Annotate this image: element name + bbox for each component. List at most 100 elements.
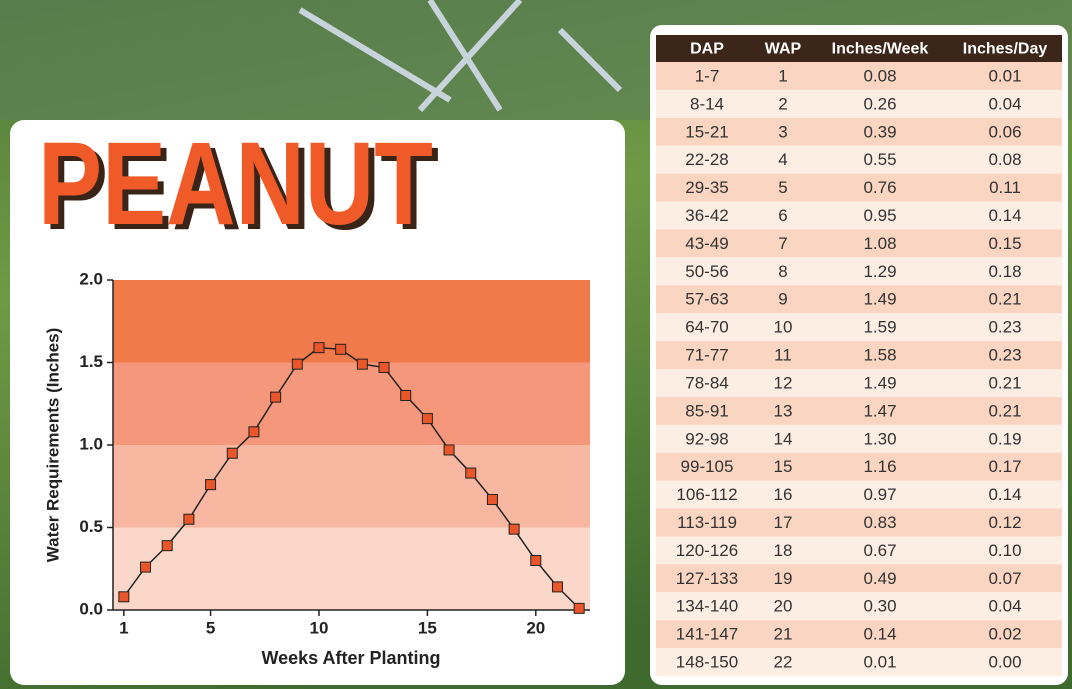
table-cell: 57-63 (685, 290, 728, 309)
table-cell: 0.67 (863, 541, 896, 560)
table-cell: 11 (774, 346, 792, 365)
data-point (531, 556, 541, 566)
table-cell: 0.01 (863, 653, 896, 672)
table-cell: 5 (778, 178, 787, 197)
table: DAP WAP Inches/Week Inches/Day 1-7 1 0.08 0.01 8… (656, 35, 1062, 676)
table-cell: 13 (774, 401, 793, 420)
table-cell: 29-35 (685, 178, 728, 197)
table-cell: 0.23 (988, 346, 1021, 365)
table-cell: 0.30 (863, 597, 896, 616)
table-cell: 1.16 (863, 457, 896, 476)
table-cell: 2 (778, 94, 787, 113)
x-tick-label: 10 (310, 618, 329, 637)
table-cell: 1-7 (695, 66, 720, 85)
table-cell: 1.59 (863, 318, 896, 337)
data-point (466, 468, 476, 478)
table-cell: 0.00 (988, 653, 1021, 672)
table-cell: 92-98 (685, 429, 728, 448)
table-cell: 4 (778, 150, 787, 169)
table-cell: 120-126 (676, 541, 738, 560)
x-tick-label: 1 (119, 618, 128, 637)
table-cell: 0.17 (988, 457, 1021, 476)
table-cell: 148-150 (676, 653, 738, 672)
data-point (162, 541, 172, 551)
table-cell: 64-70 (685, 318, 728, 337)
band (113, 528, 590, 611)
table-cell: 0.21 (988, 373, 1021, 392)
data-point (422, 414, 432, 424)
table-cell: 15 (774, 457, 793, 476)
plot: 0.00.51.01.52.015101520 (79, 269, 590, 637)
table-cell: 0.15 (988, 234, 1021, 253)
column-header: WAP (765, 41, 802, 58)
y-tick-label: 0.5 (79, 517, 103, 536)
table-cell: 0.11 (989, 178, 1021, 197)
table-cell: 0.26 (863, 94, 896, 113)
table-cell: 0.21 (988, 401, 1021, 420)
table-cell: 22-28 (685, 150, 728, 169)
table-cell: 0.49 (863, 569, 896, 588)
table-cell: 1.49 (863, 373, 896, 392)
y-tick-label: 1.0 (79, 434, 103, 453)
y-tick-label: 0.0 (79, 599, 103, 618)
table-cell: 141-147 (676, 625, 738, 644)
table-cell: 0.02 (988, 625, 1021, 644)
table-cell: 113-119 (677, 513, 737, 532)
column-header: Inches/Week (832, 41, 929, 58)
table-cell: 0.95 (863, 206, 896, 225)
table-cell: 0.01 (988, 66, 1021, 85)
data-point (249, 427, 259, 437)
x-tick-label: 20 (526, 618, 545, 637)
table-cell: 78-84 (685, 373, 728, 392)
table-cell: 12 (774, 373, 793, 392)
table-cell: 3 (778, 122, 787, 141)
table-cell: 0.12 (988, 513, 1021, 532)
table-cell: 134-140 (676, 597, 738, 616)
table-cell: 0.18 (988, 262, 1021, 281)
table-cell: 22 (774, 653, 793, 672)
table-cell: 21 (774, 625, 793, 644)
table-cell: 0.07 (988, 569, 1021, 588)
table-cell: 36-42 (685, 206, 728, 225)
table-cell: 0.14 (863, 625, 896, 644)
table-cell: 8-14 (690, 94, 724, 113)
column-header: DAP (690, 41, 724, 58)
x-tick-label: 5 (206, 618, 215, 637)
table-cell: 10 (774, 318, 793, 337)
table-cell: 0.04 (988, 597, 1021, 616)
table-cell: 0.10 (988, 541, 1021, 560)
table-cell: 0.08 (863, 66, 896, 85)
table-cell: 99-105 (681, 457, 734, 476)
infographic: PEANUT PEANUT Water Requirements (Inches… (0, 0, 1072, 689)
table-cell: 0.76 (863, 178, 896, 197)
data-point (401, 391, 411, 401)
data-point (336, 344, 346, 354)
table-cell: 16 (774, 485, 793, 504)
band (113, 363, 590, 446)
table-cell: 20 (774, 597, 793, 616)
x-axis-label: Weeks After Planting (261, 648, 440, 668)
data-point (379, 362, 389, 372)
table-cell: 0.08 (988, 150, 1021, 169)
data-point (227, 448, 237, 458)
data-point (574, 603, 584, 613)
data-point (314, 343, 324, 353)
table-cell: 19 (774, 569, 793, 588)
table-cell: 7 (778, 234, 787, 253)
data-point (444, 445, 454, 455)
table-cell: 1.58 (863, 346, 896, 365)
table-cell: 85-91 (685, 401, 728, 420)
table-cell: 1.29 (863, 262, 896, 281)
table-cell: 0.83 (863, 513, 896, 532)
data-point (292, 359, 302, 369)
column-header: Inches/Day (963, 41, 1048, 58)
data-point (206, 480, 216, 490)
table-cell: 1 (778, 66, 787, 85)
table-cell: 0.97 (863, 485, 896, 504)
table-cell: 8 (778, 262, 787, 281)
table-cell: 1.47 (863, 401, 896, 420)
data-point (271, 392, 281, 402)
data-point (119, 592, 129, 602)
table-cell: 6 (778, 206, 787, 225)
table-cell: 0.04 (988, 94, 1021, 113)
